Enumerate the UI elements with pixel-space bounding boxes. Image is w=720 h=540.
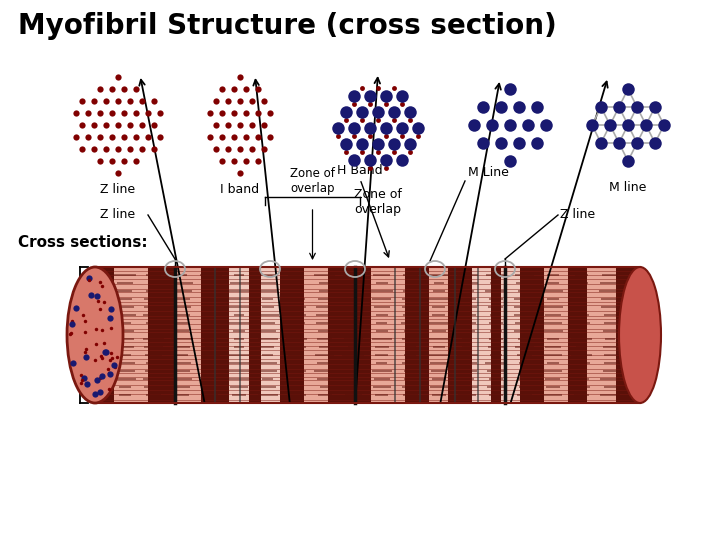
Bar — [500, 267, 520, 403]
Ellipse shape — [619, 267, 661, 403]
Bar — [328, 267, 352, 403]
Bar — [95, 267, 640, 403]
Text: Myofibril: Myofibril — [69, 311, 79, 359]
Bar — [304, 267, 328, 403]
Bar — [280, 267, 304, 403]
Text: M Line: M Line — [468, 166, 509, 179]
Bar — [544, 267, 568, 403]
Text: Cross sections:: Cross sections: — [18, 235, 148, 250]
Bar — [201, 267, 230, 403]
Bar — [588, 267, 616, 403]
Bar — [371, 267, 405, 403]
Bar — [405, 267, 428, 403]
Text: Zone of
overlap: Zone of overlap — [354, 188, 402, 216]
Bar — [248, 267, 261, 403]
Bar — [568, 267, 588, 403]
Bar — [491, 267, 500, 403]
Bar — [261, 267, 280, 403]
Bar — [352, 267, 371, 403]
Text: Zone of
overlap: Zone of overlap — [290, 167, 335, 195]
Ellipse shape — [67, 267, 123, 403]
Bar — [520, 267, 544, 403]
Bar — [472, 267, 491, 403]
Bar — [448, 267, 472, 403]
Bar — [148, 267, 176, 403]
Bar — [114, 267, 148, 403]
Bar — [176, 267, 201, 403]
Text: Z line: Z line — [560, 208, 595, 221]
Text: I band: I band — [220, 183, 260, 196]
Text: Z line: Z line — [100, 183, 135, 196]
Bar — [616, 267, 640, 403]
Bar — [230, 267, 248, 403]
Bar — [95, 267, 114, 403]
Text: Myofibril Structure (cross section): Myofibril Structure (cross section) — [18, 12, 557, 40]
Text: M line: M line — [609, 181, 647, 194]
Text: Z line: Z line — [100, 208, 135, 221]
Text: H Band: H Band — [337, 164, 383, 177]
Bar — [428, 267, 448, 403]
